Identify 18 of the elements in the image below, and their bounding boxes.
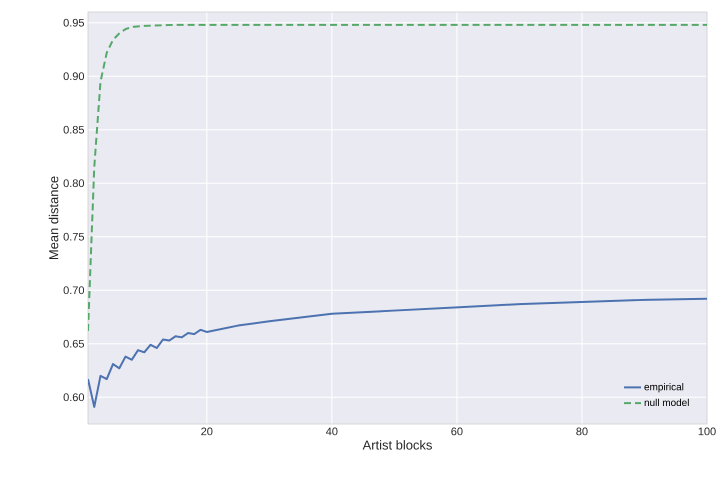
y-tick-label: 0.60 — [64, 393, 84, 402]
legend-label: empirical — [644, 383, 684, 392]
legend-label: null model — [644, 398, 689, 406]
y-axis-title: Mean distance — [48, 176, 58, 260]
y-tick-label: 0.90 — [64, 72, 84, 80]
y-tick-label: 0.70 — [64, 286, 84, 294]
x-tick-label: 100 — [698, 428, 716, 436]
x-tick-label: 60 — [451, 428, 463, 436]
y-tick-label: 0.80 — [64, 179, 84, 188]
x-axis-title: Artist blocks — [362, 440, 432, 450]
y-tick-label: 0.65 — [64, 340, 84, 348]
line-series — [88, 24, 708, 332]
x-tick-label: 80 — [576, 428, 588, 436]
x-tick-label: 40 — [326, 428, 338, 436]
y-tick-label: 0.85 — [64, 126, 84, 134]
y-tick-label: 0.75 — [64, 232, 84, 241]
x-tick-label: 20 — [201, 428, 212, 436]
y-tick-label: 0.95 — [64, 18, 84, 27]
